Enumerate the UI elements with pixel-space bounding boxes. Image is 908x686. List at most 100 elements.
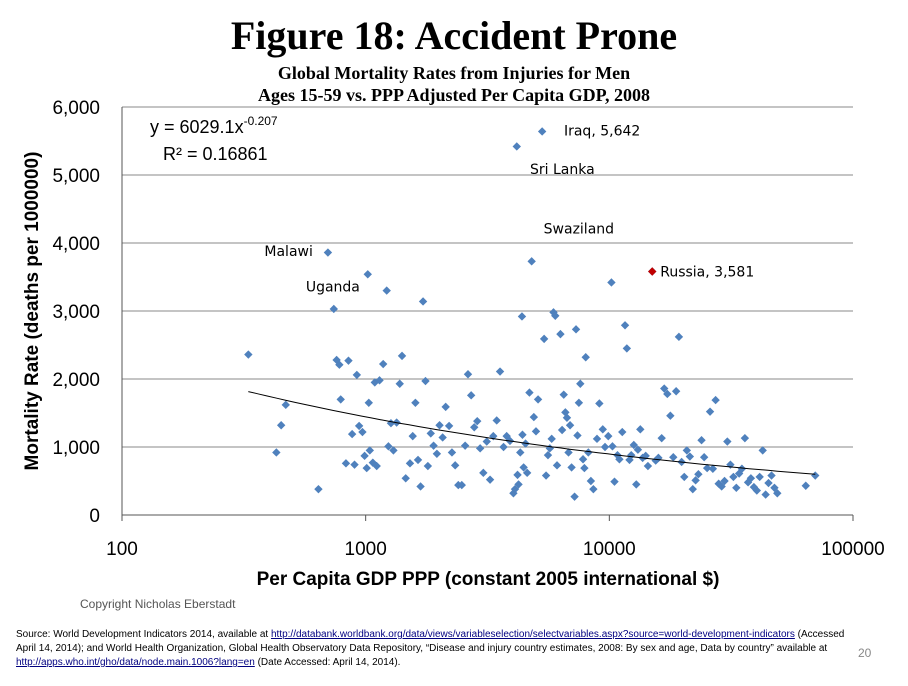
data-point xyxy=(382,286,391,295)
data-point xyxy=(752,486,762,495)
data-point xyxy=(685,452,695,461)
data-point xyxy=(559,390,568,399)
data-point xyxy=(432,449,442,458)
data-point xyxy=(581,353,590,362)
data-point xyxy=(395,379,404,388)
power-trendline xyxy=(248,391,816,475)
data-point xyxy=(363,270,372,279)
data-point xyxy=(539,334,549,344)
data-point xyxy=(755,472,764,482)
point-label: Russia, 3,581 xyxy=(660,264,754,280)
data-point xyxy=(688,484,697,494)
data-point xyxy=(329,304,339,314)
data-point xyxy=(405,459,415,468)
y-tick-label: 3,000 xyxy=(52,302,100,323)
data-point xyxy=(671,387,681,396)
data-point xyxy=(358,427,367,437)
source-prefix: Source: World Development Indicators 201… xyxy=(16,629,271,640)
data-point xyxy=(533,395,543,404)
data-point xyxy=(595,399,604,408)
data-point xyxy=(244,350,253,359)
data-point xyxy=(615,455,624,464)
source-suffix: (Date Accessed: April 14, 2014). xyxy=(254,657,401,668)
data-point xyxy=(423,461,433,471)
source-link-who[interactable]: http://apps.who.int/gho/data/node.main.1… xyxy=(16,657,255,668)
data-point xyxy=(746,474,756,483)
data-points xyxy=(244,127,820,501)
data-point xyxy=(620,321,630,330)
data-point xyxy=(543,450,553,460)
data-point xyxy=(580,463,589,473)
data-point xyxy=(457,480,466,490)
data-point xyxy=(758,446,767,455)
data-point xyxy=(479,468,488,478)
y-tick-label: 0 xyxy=(89,506,100,527)
y-axis-label: Mortality Rate (deaths per 1000000) xyxy=(22,152,43,471)
data-point xyxy=(378,359,388,369)
data-point xyxy=(556,329,565,339)
data-point xyxy=(680,472,689,482)
data-point xyxy=(323,248,333,257)
data-point xyxy=(517,312,527,321)
data-point xyxy=(578,455,588,464)
data-point xyxy=(729,472,738,482)
source-link-worldbank[interactable]: http://databank.worldbank.org/data/views… xyxy=(270,629,795,640)
data-point xyxy=(641,451,650,461)
data-point xyxy=(429,441,438,450)
x-axis-label: Per Capita GDP PPP (constant 2005 intern… xyxy=(257,569,720,590)
data-point xyxy=(586,476,596,486)
x-tick-label: 100 xyxy=(106,539,138,560)
data-point xyxy=(276,421,286,430)
data-point xyxy=(562,413,572,422)
data-point xyxy=(720,476,729,486)
x-tick-label: 1000 xyxy=(345,539,387,560)
point-label: Uganda xyxy=(306,279,360,295)
data-point xyxy=(372,461,381,471)
data-point xyxy=(408,431,417,441)
data-point xyxy=(519,463,528,472)
data-point xyxy=(561,408,570,417)
data-point xyxy=(697,436,706,445)
data-point xyxy=(633,445,643,454)
data-point xyxy=(801,481,810,490)
data-point xyxy=(336,395,345,404)
data-point xyxy=(482,437,491,446)
data-point xyxy=(347,429,357,439)
data-point xyxy=(365,446,375,455)
data-point xyxy=(362,463,371,473)
data-point xyxy=(421,376,430,386)
copyright: Copyright Nicholas Eberstadt xyxy=(80,597,236,611)
data-point xyxy=(565,421,575,430)
data-point xyxy=(691,476,700,485)
data-point xyxy=(384,442,393,451)
page-number: 20 xyxy=(858,646,872,660)
data-point xyxy=(426,429,435,438)
data-point xyxy=(545,444,555,453)
y-tick-label: 1,000 xyxy=(52,438,100,459)
data-point xyxy=(732,483,741,492)
data-point xyxy=(682,446,692,455)
data-point xyxy=(767,471,776,480)
point-labels: Iraq, 5,642 Sri Lanka Malawi Uganda Swazilan… xyxy=(264,123,754,295)
data-point xyxy=(281,400,290,410)
trendline-group xyxy=(248,391,816,475)
data-point xyxy=(344,356,353,365)
point-label: Sri Lanka xyxy=(530,162,595,178)
source-note: Source: World Development Indicators 201… xyxy=(16,628,846,670)
data-point xyxy=(773,489,782,498)
data-point xyxy=(389,446,398,455)
r-squared: R² = 0.16861 xyxy=(163,144,268,164)
trend-equation-exponent: -0.207 xyxy=(244,114,278,128)
data-point xyxy=(416,482,425,491)
data-point xyxy=(466,391,476,400)
data-point xyxy=(495,367,505,376)
point-label: Iraq, 5,642 xyxy=(564,123,640,139)
data-point xyxy=(608,442,617,451)
data-point xyxy=(589,484,598,494)
data-point xyxy=(537,127,547,136)
data-point xyxy=(663,389,672,399)
data-point xyxy=(444,421,454,431)
data-point xyxy=(401,474,410,483)
data-point xyxy=(571,325,581,334)
data-point xyxy=(514,480,523,489)
